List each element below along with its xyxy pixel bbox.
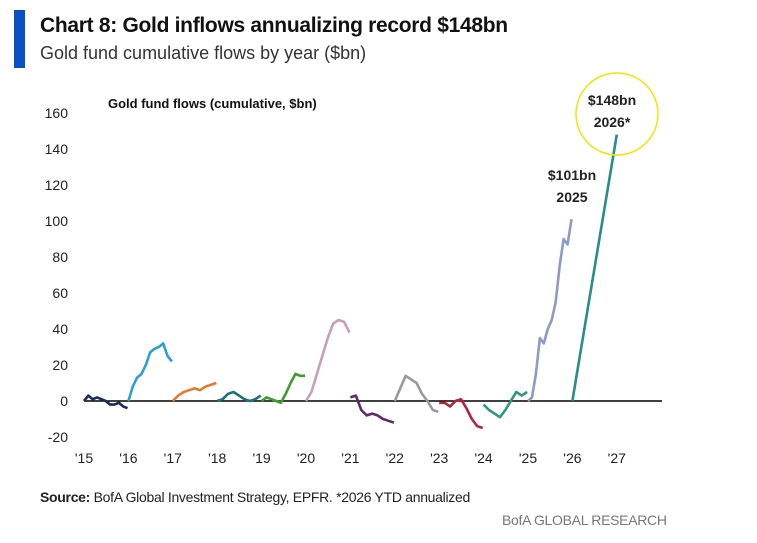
- chart-subtitle: Gold fund cumulative flows by year ($bn): [40, 43, 367, 63]
- y-tick-label: 40: [52, 321, 68, 337]
- series-line-2025: [527, 218, 573, 402]
- x-tick-label: '21: [341, 450, 359, 466]
- source-text: BofA Global Investment Strategy, EPFR. *…: [90, 489, 471, 505]
- series-line-2021: [349, 394, 395, 424]
- x-tick-label: '27: [608, 450, 626, 466]
- x-tick-label: '19: [252, 450, 270, 466]
- series-line-2018: [216, 390, 262, 403]
- x-tick-label: '23: [430, 450, 448, 466]
- accent-bar: [14, 10, 25, 68]
- y-tick-label: 160: [45, 105, 69, 121]
- series-line-2026: [571, 134, 619, 402]
- x-tick-label: '17: [164, 450, 182, 466]
- series-line-2020: [304, 318, 351, 402]
- brand-label: BofA GLOBAL RESEARCH: [502, 512, 667, 528]
- x-tick-label: '26: [563, 450, 581, 466]
- annotation-2026-value: $148bn: [588, 92, 636, 108]
- y-tick-label: 100: [45, 213, 69, 229]
- chart-title: Chart 8: Gold inflows annualizing record…: [40, 14, 508, 37]
- series-line-2024: [482, 390, 528, 419]
- y-tick-label: 0: [60, 393, 68, 409]
- inner-chart-title: Gold fund flows (cumulative, $bn): [108, 96, 317, 111]
- x-tick-label: '24: [474, 450, 492, 466]
- source-note: Source: BofA Global Investment Strategy,…: [40, 489, 470, 505]
- series-line-2017: [171, 381, 217, 402]
- x-tick-label: '22: [386, 450, 404, 466]
- y-tick-label: 140: [45, 141, 69, 157]
- x-tick-label: '20: [297, 450, 315, 466]
- series-line-2022: [393, 374, 439, 414]
- y-tick-label: 60: [52, 285, 68, 301]
- x-tick-label: '15: [75, 450, 93, 466]
- annotation-2025-year: 2025: [556, 189, 587, 205]
- x-tick-label: '25: [519, 450, 537, 466]
- series-line-2023: [439, 397, 484, 430]
- highlight-circle: [575, 72, 659, 156]
- y-tick-label: 120: [45, 177, 69, 193]
- y-tick-label: -20: [48, 429, 68, 445]
- series-line-2015: [82, 394, 129, 410]
- source-label: Source:: [40, 489, 91, 505]
- x-tick-label: '16: [119, 450, 137, 466]
- y-tick-label: 20: [52, 357, 68, 373]
- annotation-2025-value: $101bn: [548, 167, 596, 183]
- y-tick-label: 80: [52, 249, 68, 265]
- series-line-2016: [127, 342, 173, 402]
- series-line-2019: [260, 372, 306, 405]
- annotation-2026-year: 2026*: [594, 114, 631, 130]
- x-tick-label: '18: [208, 450, 226, 466]
